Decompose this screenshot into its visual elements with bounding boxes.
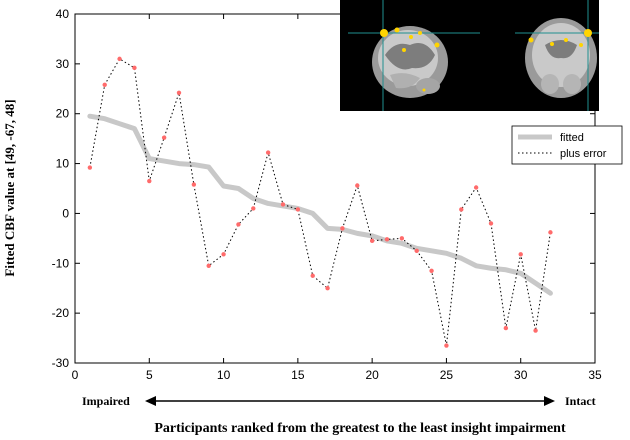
- x-tick-label: 0: [72, 368, 79, 382]
- data-point-plus-error: [369, 238, 375, 244]
- data-point-plus-error: [503, 325, 509, 331]
- coronal-brain-image: [515, 0, 599, 111]
- y-tick-label: -30: [52, 356, 70, 370]
- brain-scan-inset: [340, 0, 599, 111]
- plot-area: [74, 13, 596, 364]
- data-point-plus-error: [147, 178, 152, 184]
- data-point-plus-error: [355, 183, 360, 188]
- data-point-plus-error: [251, 206, 256, 211]
- y-axis: -30 -20 -10 0 10 20 30 40: [52, 7, 595, 370]
- data-point-plus-error: [518, 252, 523, 257]
- data-point-plus-error: [117, 56, 122, 62]
- impaired-label: Impaired: [82, 394, 130, 408]
- x-axis: 0 5 10 15 20 25 30 35: [72, 14, 602, 382]
- data-point-plus-error: [221, 252, 226, 257]
- impairment-arrow: Impaired Intact: [82, 394, 596, 408]
- data-point-plus-error: [488, 221, 494, 226]
- x-axis-title: Participants ranked from the greatest to…: [154, 421, 566, 436]
- x-tick-label: 35: [588, 368, 602, 382]
- data-point-plus-error: [206, 263, 211, 268]
- y-tick-label: 10: [56, 157, 70, 171]
- legend: fitted plus error: [511, 125, 623, 165]
- x-tick-label: 15: [291, 368, 305, 382]
- data-point-plus-error: [295, 207, 301, 212]
- data-point-plus-error: [325, 286, 330, 291]
- sagittal-brain-image: [348, 0, 480, 111]
- data-point-plus-error: [132, 65, 137, 71]
- data-point-plus-error: [548, 230, 553, 235]
- data-point-plus-error: [102, 82, 107, 87]
- data-point-plus-error: [429, 268, 434, 273]
- y-tick-label: 0: [62, 206, 69, 220]
- data-point-plus-error: [444, 343, 449, 348]
- data-point-plus-error: [384, 237, 390, 242]
- data-point-plus-error: [191, 182, 197, 187]
- data-point-plus-error: [414, 248, 419, 254]
- intact-label: Intact: [565, 394, 596, 408]
- y-tick-label: 30: [56, 57, 70, 71]
- data-point-plus-error: [176, 90, 182, 95]
- data-point-plus-error: [236, 222, 241, 227]
- data-point-plus-error: [533, 328, 538, 333]
- data-point-plus-error: [340, 226, 345, 231]
- x-tick-label: 5: [146, 368, 153, 382]
- series-line-fitted: [87, 113, 553, 296]
- data-point-plus-error: [280, 202, 286, 207]
- x-tick-label: 30: [514, 368, 528, 382]
- legend-box: [511, 125, 623, 165]
- data-point-plus-error: [399, 236, 405, 241]
- arrow-head-left: [145, 396, 156, 406]
- legend-label-fitted: fitted: [560, 132, 584, 144]
- data-point-plus-error: [459, 207, 464, 212]
- series-line-plus-error: [89, 58, 551, 346]
- data-point-plus-error: [265, 150, 271, 155]
- y-tick-label: -20: [52, 306, 70, 320]
- data-point-plus-error: [473, 185, 479, 190]
- y-tick-label: 40: [56, 7, 70, 21]
- data-point-plus-error: [87, 165, 93, 170]
- y-axis-title: Fitted CBF value at [49, -67, 48]: [2, 99, 17, 276]
- data-point-plus-error: [161, 135, 167, 140]
- y-tick-label: 20: [56, 107, 70, 121]
- data-point-plus-error: [310, 273, 315, 278]
- plot-frame: [74, 13, 596, 364]
- x-tick-label: 20: [365, 368, 379, 382]
- series-layer: [87, 56, 553, 348]
- y-tick-label: -10: [52, 256, 70, 270]
- legend-label-plus-error: plus error: [560, 148, 607, 160]
- arrow-head-right: [544, 396, 555, 406]
- x-tick-label: 25: [440, 368, 454, 382]
- x-tick-label: 10: [217, 368, 231, 382]
